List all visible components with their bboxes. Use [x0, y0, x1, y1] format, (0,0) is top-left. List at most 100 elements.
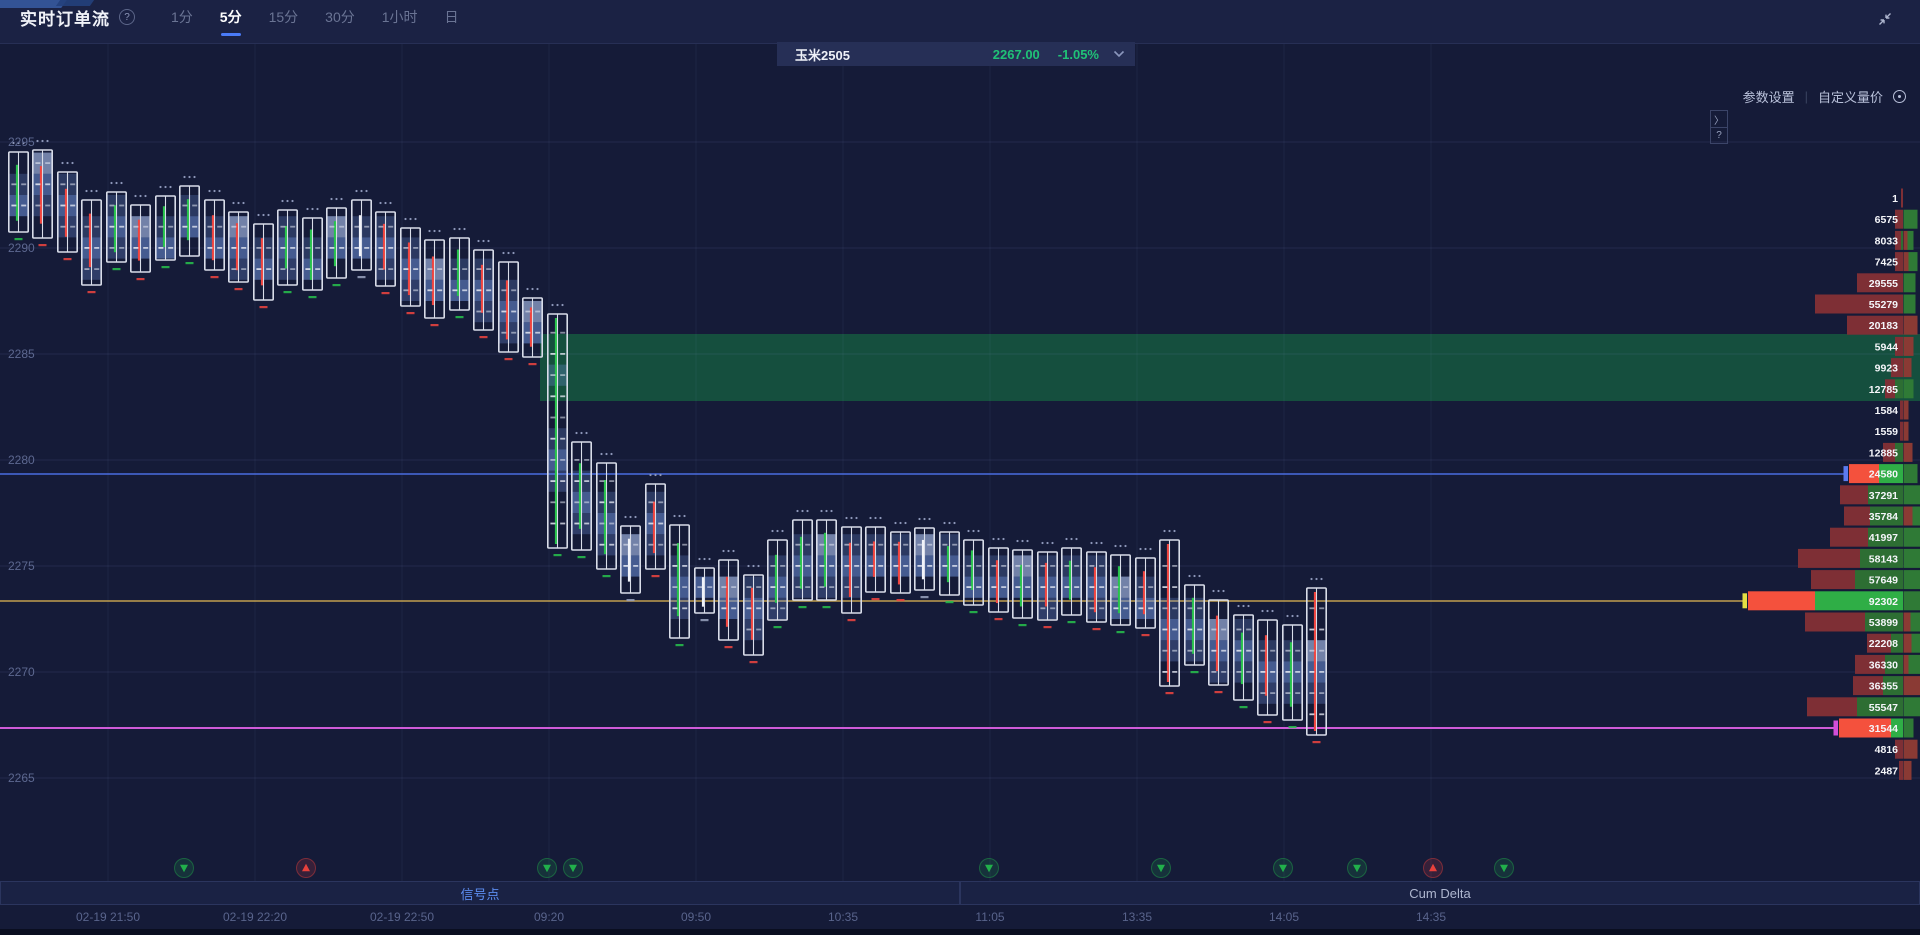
- profile-row: 1559: [1875, 421, 1909, 441]
- chevron-down-icon[interactable]: [1113, 50, 1125, 58]
- candle: [1011, 539, 1033, 627]
- signal-points-label: 信号点: [460, 886, 500, 902]
- candle: [448, 227, 470, 319]
- chart-toolbar: 参数设置 | 自定义量价: [1743, 87, 1906, 106]
- profile-value: 24580: [1869, 469, 1898, 481]
- profile-row: 92302: [1742, 591, 1920, 611]
- candle: [228, 201, 250, 291]
- instrument-name: 玉米2505: [795, 47, 850, 63]
- candle: [1257, 609, 1279, 724]
- help-icon[interactable]: ?: [119, 9, 135, 25]
- candle: [644, 473, 666, 578]
- candle: [106, 181, 128, 271]
- profile-value: 53899: [1869, 617, 1898, 629]
- custom-volume-price-button[interactable]: 自定义量价: [1817, 90, 1883, 105]
- candle: [1184, 574, 1206, 674]
- target-icon[interactable]: [1893, 90, 1906, 103]
- profile-value: 12885: [1869, 447, 1898, 459]
- profile-value: 6575: [1875, 214, 1899, 226]
- profile-value: 37291: [1869, 490, 1898, 502]
- header: 实时订单流 ? 1分 5分 15分 30分 1小时 日: [0, 0, 1920, 44]
- candle: [938, 521, 960, 604]
- profile-row: 58143: [1798, 548, 1920, 568]
- gridlines: [0, 44, 1920, 881]
- profile-value: 55279: [1869, 299, 1898, 311]
- instrument-change: -1.05%: [1057, 46, 1099, 62]
- candle: [840, 516, 862, 622]
- profile-value: 31544: [1869, 723, 1898, 735]
- profile-value: 35784: [1869, 511, 1898, 523]
- candle: [815, 509, 837, 609]
- profile-row: 29555: [1857, 273, 1916, 293]
- candle: [253, 213, 275, 309]
- profile-value: 1: [1892, 193, 1898, 205]
- time-axis-label: 09:50: [681, 910, 711, 924]
- profile-row: 41997: [1830, 527, 1920, 547]
- instrument-selector[interactable]: 玉米2505 2267.00 -1.05%: [777, 42, 1135, 66]
- candle: [546, 303, 568, 557]
- profile-row: 12885: [1869, 442, 1913, 462]
- cum-delta-panel[interactable]: Cum Delta: [960, 881, 1920, 905]
- signal-down-marker: [1151, 858, 1171, 878]
- tab-5min[interactable]: 5分: [220, 0, 242, 36]
- signal-down-marker: [537, 858, 557, 878]
- profile-row: 1: [1892, 188, 1903, 208]
- tab-30min[interactable]: 30分: [325, 9, 355, 25]
- candle: [350, 189, 372, 279]
- candle: [56, 161, 78, 261]
- time-axis-label: 02-19 22:20: [223, 910, 287, 924]
- panel-help-button[interactable]: ?: [1711, 127, 1727, 143]
- profile-row: 36355: [1853, 676, 1920, 696]
- candle: [619, 515, 641, 602]
- profile-value: 55547: [1869, 702, 1898, 714]
- candle: [962, 529, 984, 614]
- profile-row: 31544: [1833, 718, 1914, 738]
- tab-day[interactable]: 日: [444, 9, 459, 25]
- window-bottom-edge: [0, 929, 1920, 935]
- candle: [570, 431, 592, 559]
- signal-down-marker: [563, 858, 583, 878]
- side-buttons: 〉 ?: [1710, 110, 1728, 144]
- time-axis: 02-19 21:50 02-19 22:20 02-19 22:50 09:20 09…: [76, 910, 1446, 924]
- tab-1hour[interactable]: 1小时: [381, 9, 418, 25]
- price-axis-label: 2265: [8, 771, 35, 785]
- profile-value: 20183: [1869, 320, 1898, 332]
- profile-value: 5944: [1875, 341, 1899, 353]
- candle: [742, 564, 764, 664]
- time-axis-label: 02-19 21:50: [76, 910, 140, 924]
- candle: [791, 509, 813, 609]
- volume-profile: 1 6575 8033 7425 29555 55279 20183 5944 9923 1278…: [1742, 188, 1920, 780]
- candle: [595, 452, 617, 578]
- candle: [889, 521, 911, 602]
- candle: [987, 537, 1009, 621]
- candle: [717, 549, 739, 649]
- time-axis-label: 09:20: [534, 910, 564, 924]
- profile-value: 57649: [1869, 575, 1898, 587]
- collapse-icon[interactable]: [1876, 10, 1894, 28]
- profile-row: 37291: [1840, 485, 1920, 505]
- profile-value: 22208: [1869, 638, 1898, 650]
- candle: [1233, 604, 1255, 709]
- signal-points-panel[interactable]: 信号点: [0, 881, 960, 905]
- profile-row: 24580: [1843, 464, 1918, 484]
- price-axis-label: 2285: [8, 347, 35, 361]
- signal-markers: [174, 858, 1514, 878]
- candle: [1208, 589, 1230, 694]
- toolbar-divider: |: [1804, 89, 1808, 104]
- tab-15min[interactable]: 15分: [268, 9, 299, 25]
- profile-value: 1559: [1875, 426, 1899, 438]
- param-settings-button[interactable]: 参数设置: [1742, 90, 1795, 105]
- tab-1min[interactable]: 1分: [171, 9, 193, 25]
- expand-panel-button[interactable]: 〉: [1714, 115, 1724, 127]
- profile-value: 41997: [1869, 532, 1898, 544]
- price-axis-label: 2280: [8, 453, 35, 467]
- profile-value: 92302: [1869, 596, 1898, 608]
- candle: [693, 557, 715, 622]
- candle: [864, 516, 886, 601]
- candle: [1086, 541, 1108, 631]
- profile-value: 2487: [1875, 765, 1899, 777]
- signal-down-marker: [1494, 858, 1514, 878]
- time-axis-label: 14:05: [1269, 910, 1299, 924]
